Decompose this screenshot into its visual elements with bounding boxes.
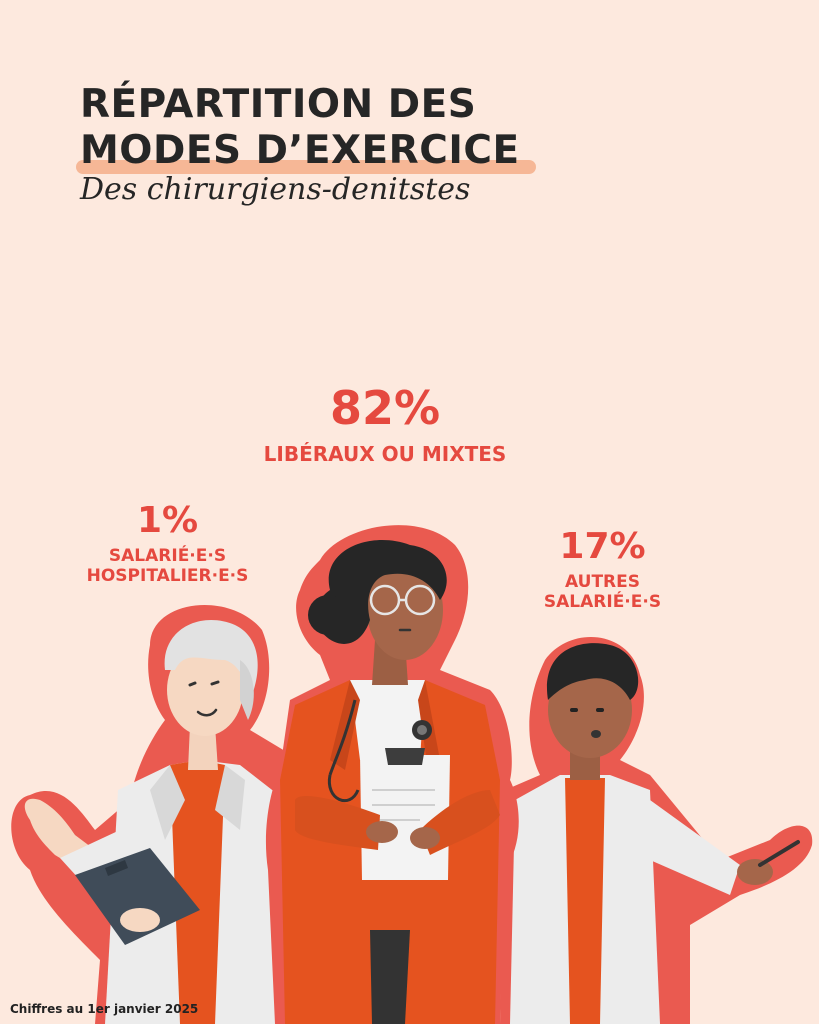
stat-other-label-1: AUTRES <box>565 572 640 592</box>
stat-liberal-percent: 82% <box>329 381 441 435</box>
stat-hospital: 1% SALARIÉ·E·S HOSPITALIER·E·S <box>70 500 265 586</box>
stat-liberal: 82% LIBÉRAUX OU MIXTES <box>220 380 550 466</box>
footnote: Chiffres au 1er janvier 2025 <box>10 1002 199 1016</box>
stat-hospital-label-1: SALARIÉ·E·S <box>108 546 227 566</box>
stat-hospital-label-2: HOSPITALIER·E·S <box>86 566 249 586</box>
young-dentist-figure <box>500 637 813 1024</box>
stat-liberal-label: LIBÉRAUX OU MIXTES <box>263 442 507 466</box>
stat-hospital-percent: 1% <box>136 500 199 541</box>
title-highlight <box>76 160 536 174</box>
page-title: RÉPARTITION DES MODES D’EXERCICE <box>80 82 520 174</box>
stat-other: 17% AUTRES SALARIÉ·E·S <box>510 526 695 612</box>
title-line-2: MODES D’EXERCICE <box>80 128 520 173</box>
title-line-1: RÉPARTITION DES <box>80 82 477 127</box>
page-subtitle: Des chirurgiens-denitstes <box>80 172 471 207</box>
stat-other-label-2: SALARIÉ·E·S <box>543 592 662 612</box>
stat-other-percent: 17% <box>559 526 646 567</box>
older-dentist-figure <box>11 604 300 1024</box>
woman-dentist-figure <box>265 525 519 1024</box>
